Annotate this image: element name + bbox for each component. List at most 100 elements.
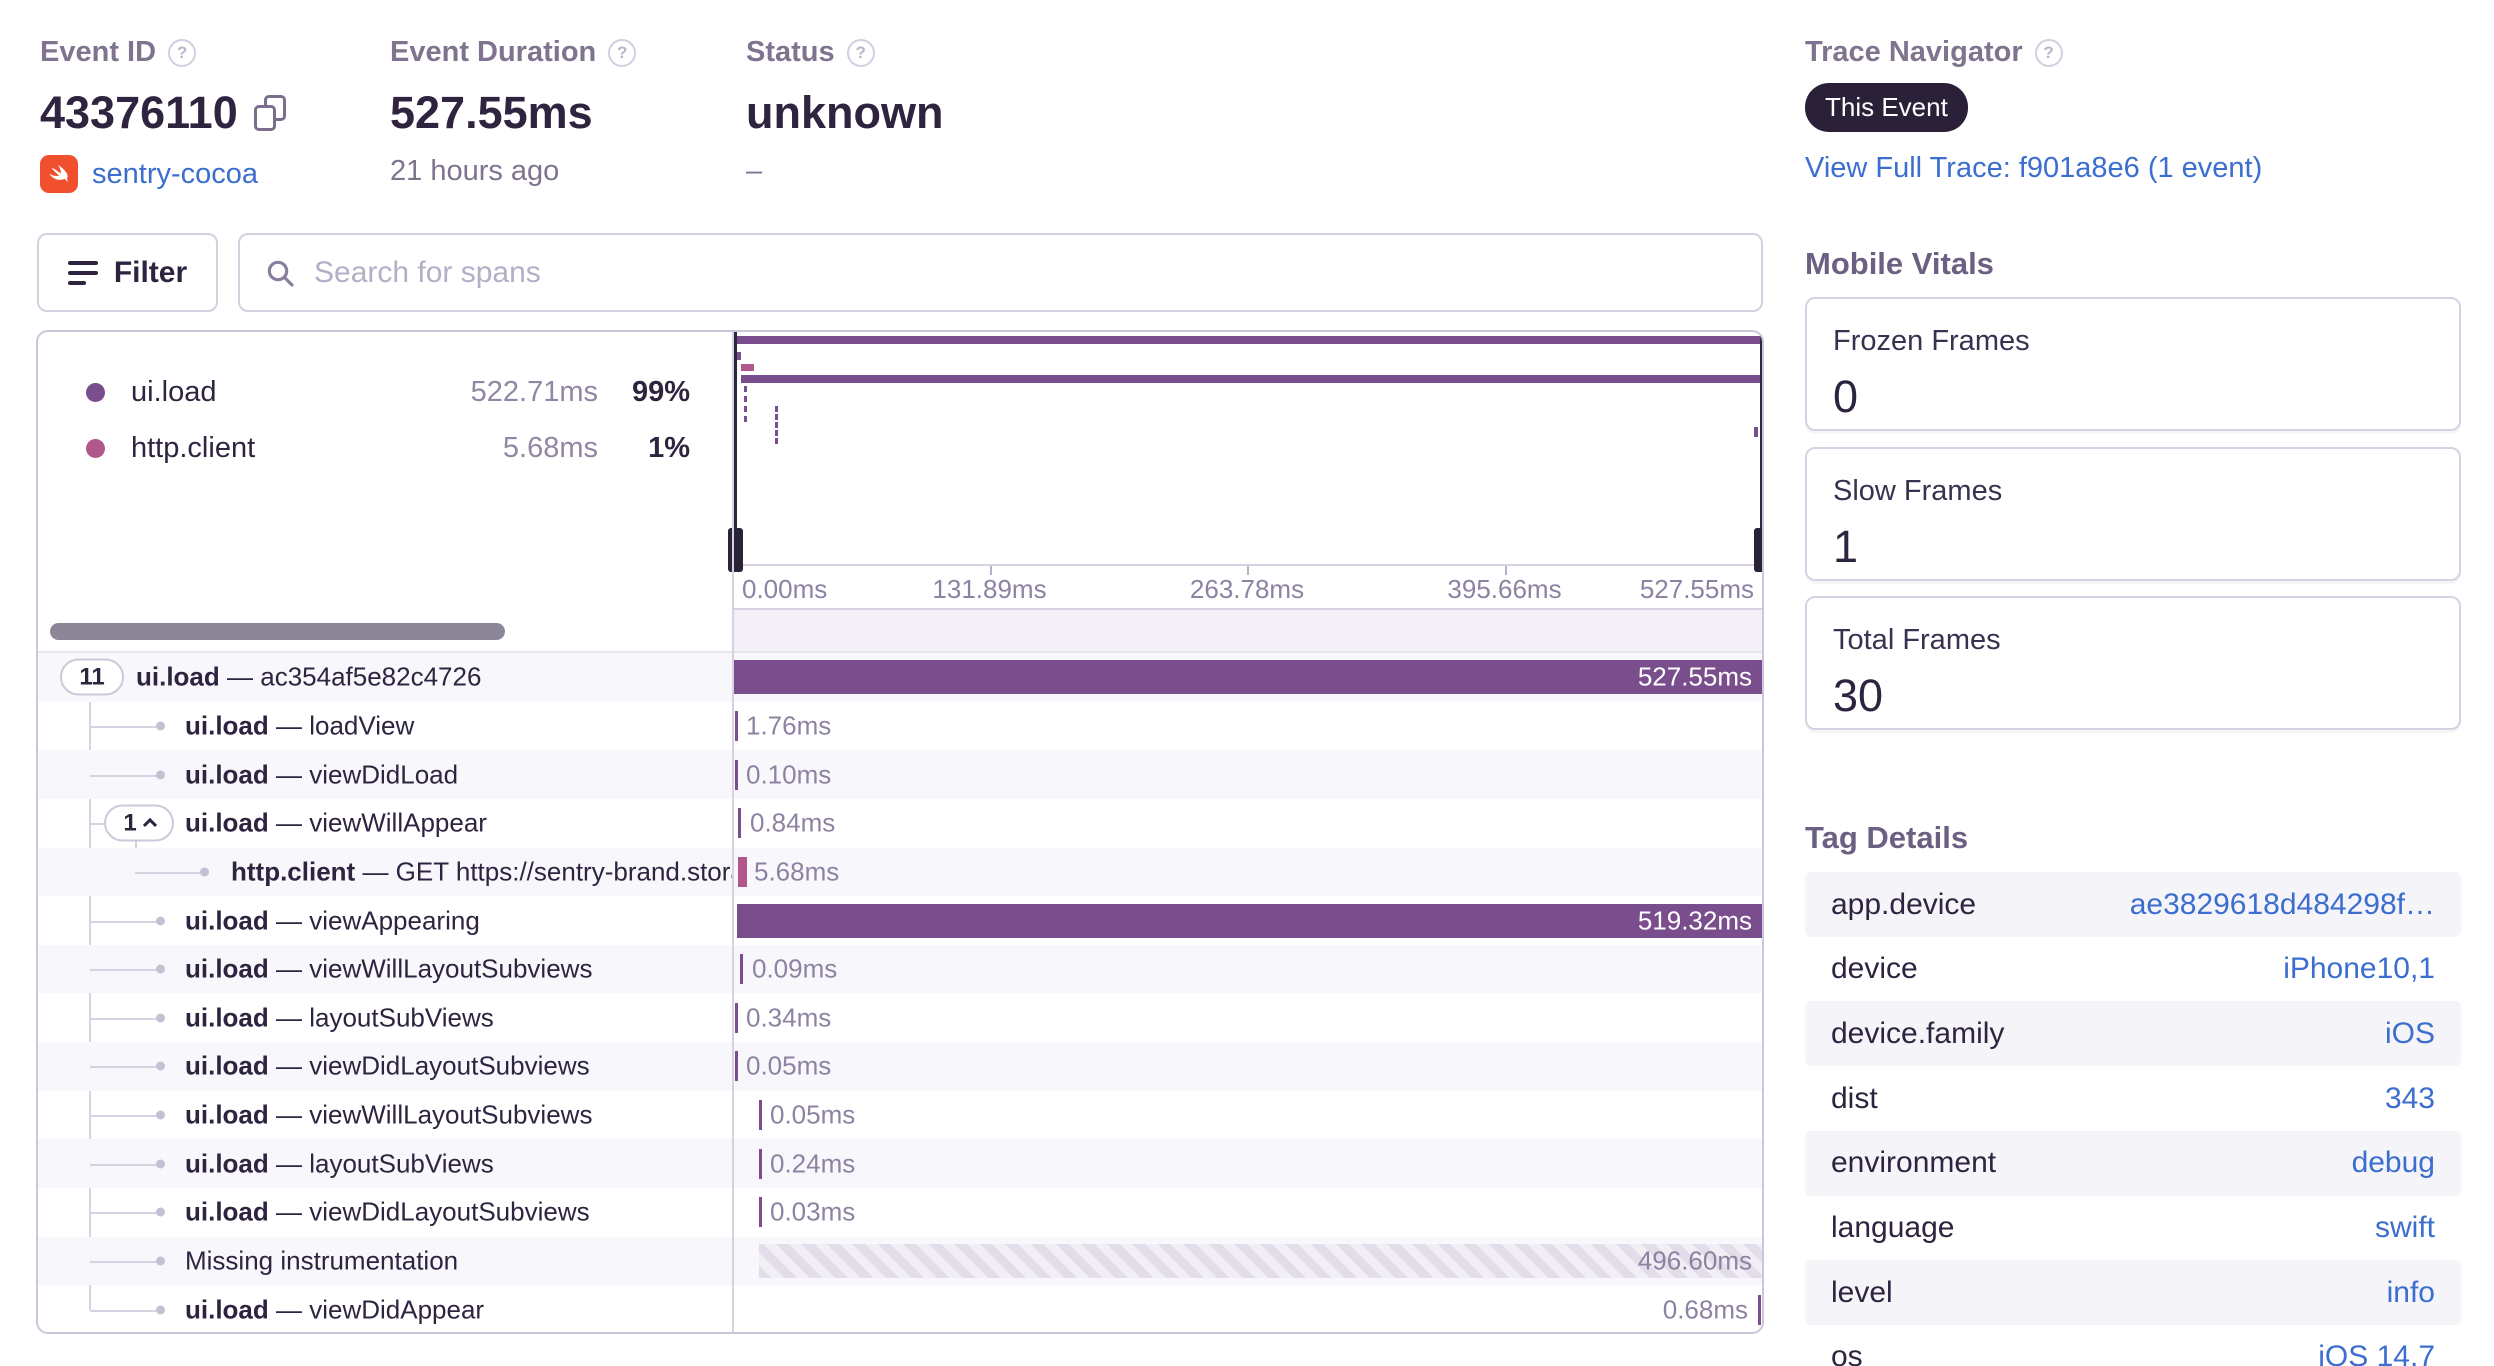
tree-connector-stub xyxy=(90,1163,160,1166)
span-row[interactable]: ui.load — layoutSubViews 0.34ms xyxy=(38,993,1762,1042)
span-tree-label: ui.load — viewWillAppear xyxy=(185,807,487,838)
tree-scrollbar-thumb[interactable] xyxy=(50,623,505,640)
event-id-label-text: Event ID xyxy=(40,36,157,68)
span-tree-label: ui.load — viewDidLayoutSubviews xyxy=(185,1196,590,1227)
this-event-badge: This Event xyxy=(1805,83,1968,132)
minimap-left-handle[interactable] xyxy=(728,528,743,572)
span-duration-bar xyxy=(759,1100,762,1131)
tag-value-link[interactable]: swift xyxy=(2375,1211,2435,1244)
filter-button[interactable]: Filter xyxy=(37,233,218,312)
legend-item-ui.load[interactable]: ui.load 522.71ms 99% xyxy=(38,370,732,414)
tree-connector-stub xyxy=(90,1115,160,1118)
project-link[interactable]: sentry-cocoa xyxy=(92,157,259,190)
tree-spans-divider[interactable] xyxy=(732,332,734,1332)
copy-icon[interactable] xyxy=(253,95,286,131)
span-duration-text: 0.05ms xyxy=(746,1050,832,1081)
span-tree-cell: ui.load — viewDidLayoutSubviews xyxy=(38,1188,732,1237)
span-tree-cell: ui.load — viewDidAppear xyxy=(38,1285,732,1332)
mobile-vitals-heading: Mobile Vitals xyxy=(1805,246,1994,281)
tag-value-link[interactable]: iOS 14.7 xyxy=(2318,1340,2435,1366)
search-input[interactable] xyxy=(314,255,1737,290)
span-duration-bar xyxy=(735,1051,738,1082)
span-row[interactable]: ui.load — viewDidAppear 0.68ms xyxy=(38,1285,1762,1332)
tree-bullet xyxy=(156,1207,165,1217)
span-tree-cell: ui.load — viewDidLoad xyxy=(38,750,732,799)
span-row[interactable]: ui.load — viewWillLayoutSubviews 0.05ms xyxy=(38,1091,1762,1140)
span-row[interactable]: ui.load — viewAppearing 519.32ms xyxy=(38,896,1762,945)
vital-value: 30 xyxy=(1833,670,1884,721)
minimap-right-handle[interactable] xyxy=(1754,528,1762,572)
span-row[interactable]: ui.load — loadView 1.76ms xyxy=(38,702,1762,751)
span-row[interactable]: ui.load — viewDidLoad 0.10ms xyxy=(38,750,1762,799)
tag-value-link[interactable]: iPhone10,1 xyxy=(2283,952,2435,986)
span-duration-text: 0.68ms xyxy=(1662,1294,1748,1325)
span-duration-bar xyxy=(737,903,1762,938)
minimap-small-span xyxy=(737,352,741,360)
span-duration-bar xyxy=(1758,1294,1761,1325)
help-icon[interactable]: ? xyxy=(168,38,197,67)
axis-tick-label: 0.00ms xyxy=(742,574,828,604)
span-children-toggle[interactable]: 1 xyxy=(104,804,174,842)
span-bar-cell: 496.60ms xyxy=(732,1237,1762,1286)
span-row[interactable]: 11 ui.load — ac354af5e82c4726 527.55ms xyxy=(38,653,1762,702)
span-bar-cell: 0.05ms xyxy=(732,1042,1762,1091)
legend-color-dot xyxy=(86,382,105,402)
tree-connector-stub xyxy=(90,969,160,972)
help-icon[interactable]: ? xyxy=(2034,38,2063,67)
span-tree-label: ui.load — ac354af5e82c4726 xyxy=(136,661,482,692)
span-duration-text: 527.55ms xyxy=(1637,661,1752,692)
span-tree-cell: 1 ui.load — viewWillAppear xyxy=(38,799,732,848)
span-row[interactable]: http.client — GET https://sentry-brand.s… xyxy=(38,847,1762,897)
tag-key: level xyxy=(1831,1275,1893,1309)
view-full-trace-link[interactable]: View Full Trace: f901a8e6 (1 event) xyxy=(1805,152,2263,184)
tree-connector-stub xyxy=(90,920,160,923)
legend-item-http.client[interactable]: http.client 5.68ms 1% xyxy=(38,426,732,470)
help-icon[interactable]: ? xyxy=(846,38,875,67)
minimap-dashed-marker xyxy=(775,406,778,444)
span-tree-cell: ui.load — loadView xyxy=(38,702,732,751)
span-tree-cell: Missing instrumentation xyxy=(38,1237,732,1286)
tree-connector-stub xyxy=(90,774,160,777)
trace-waterfall-panel: ui.load 522.71ms 99% http.client 5.68ms 1% 0.… xyxy=(36,330,1764,1334)
tag-value-link[interactable]: 343 xyxy=(2384,1081,2435,1115)
vital-card-slow-frames: Slow Frames 1 xyxy=(1805,447,2461,581)
status-value: unknown xyxy=(746,87,944,138)
help-icon[interactable]: ? xyxy=(608,38,637,67)
span-row[interactable]: ui.load — viewDidLayoutSubviews 0.03ms xyxy=(38,1188,1762,1237)
span-row[interactable]: 1 ui.load — viewWillAppear 0.84ms xyxy=(38,799,1762,848)
event-id-value: 43376110 xyxy=(40,87,238,138)
tag-row: environment debug xyxy=(1805,1130,2461,1196)
span-children-toggle[interactable]: 11 xyxy=(60,658,124,696)
tree-bullet xyxy=(156,1305,165,1315)
axis-tick-mark xyxy=(1247,566,1249,575)
span-duration-text: 519.32ms xyxy=(1637,905,1752,935)
span-row[interactable]: Missing instrumentation 496.60ms xyxy=(38,1236,1762,1286)
filter-button-label: Filter xyxy=(113,255,188,289)
tag-value-link[interactable]: iOS xyxy=(2384,1016,2435,1050)
tag-value-link[interactable]: debug xyxy=(2351,1146,2435,1180)
minimap-window-left-edge[interactable] xyxy=(734,332,737,570)
tree-connector-stub xyxy=(90,1309,160,1312)
tag-value-link[interactable]: ae3829618d484298f… xyxy=(2129,887,2435,921)
vital-label: Total Frames xyxy=(1833,624,2001,656)
trace-minimap[interactable] xyxy=(728,332,1762,572)
span-tree-cell: ui.load — viewAppearing xyxy=(38,896,732,945)
span-row[interactable]: ui.load — layoutSubViews 0.24ms xyxy=(38,1139,1762,1189)
span-bar-cell: 0.10ms xyxy=(732,750,1762,799)
tree-connector-stub xyxy=(90,1260,160,1263)
minimap-window-right-edge[interactable] xyxy=(1760,332,1762,570)
tree-bullet xyxy=(156,1256,165,1266)
span-row[interactable]: ui.load — viewWillLayoutSubviews 0.09ms xyxy=(38,944,1762,994)
span-duration-text: 0.24ms xyxy=(770,1148,856,1179)
span-row[interactable]: ui.load — viewDidLayoutSubviews 0.05ms xyxy=(38,1042,1762,1091)
minimap-end-span xyxy=(1754,427,1758,437)
span-duration-bar xyxy=(738,856,747,887)
span-tree-label: ui.load — viewDidLayoutSubviews xyxy=(185,1050,590,1081)
tag-row: device.family iOS xyxy=(1805,1001,2461,1067)
legend-op-percent: 99% xyxy=(631,375,690,408)
tag-key: app.device xyxy=(1831,887,1977,921)
tag-value-link[interactable]: info xyxy=(2386,1275,2435,1309)
span-tree-label: ui.load — viewWillLayoutSubviews xyxy=(185,953,593,984)
tree-bullet xyxy=(156,721,165,731)
minimap-view-appearing-bar xyxy=(741,375,1760,383)
